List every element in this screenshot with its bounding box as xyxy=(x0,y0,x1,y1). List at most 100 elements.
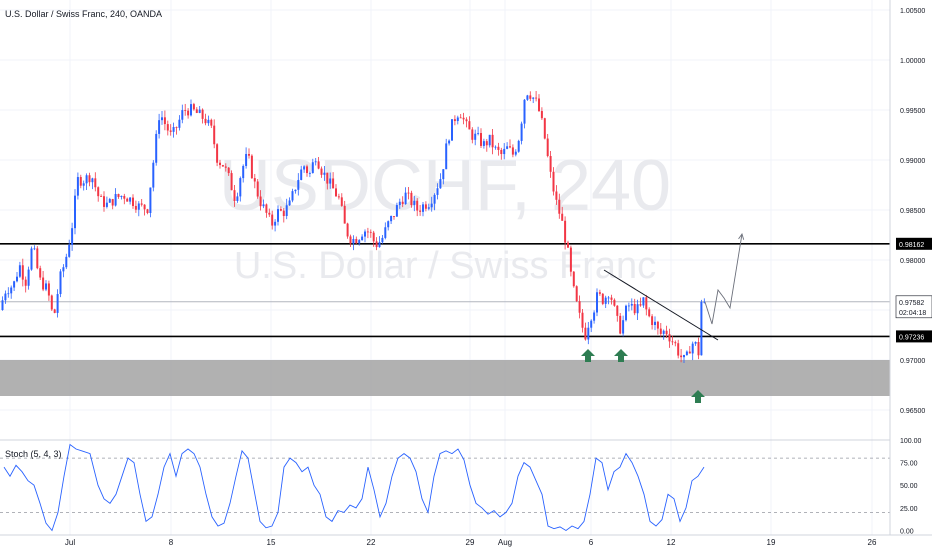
candle-body xyxy=(656,321,659,329)
candle-body xyxy=(448,140,451,144)
candle-body xyxy=(482,141,485,146)
candle-body xyxy=(488,134,491,146)
candle-body xyxy=(697,342,700,356)
candle-body xyxy=(300,169,303,180)
candle-body xyxy=(465,119,468,122)
candle-body xyxy=(453,119,456,122)
candle-body xyxy=(381,237,384,243)
candle-body xyxy=(198,109,201,113)
time-axis-label: 29 xyxy=(466,538,475,547)
candle-body xyxy=(416,200,419,211)
candle-body xyxy=(271,214,274,226)
candle-body xyxy=(39,268,42,278)
candle-body xyxy=(546,138,549,157)
candle-body xyxy=(105,202,108,207)
candle-body xyxy=(184,110,187,111)
time-axis-label: 6 xyxy=(589,538,594,547)
last-price-tag xyxy=(895,295,932,319)
candle-body xyxy=(578,301,581,313)
candle-body xyxy=(221,165,224,167)
candle-body xyxy=(94,178,97,188)
candle-body xyxy=(601,293,604,304)
watermark-symbol: USDCHF, 240 xyxy=(219,146,671,226)
candle-body xyxy=(598,292,601,294)
candle-body xyxy=(680,355,683,358)
candle-body xyxy=(390,215,393,222)
candle-body xyxy=(97,187,100,197)
price-axis-label: 0.98000 xyxy=(900,258,925,265)
candle-body xyxy=(494,146,497,148)
candle-body xyxy=(224,166,227,168)
candle-body xyxy=(419,210,422,212)
candle-body xyxy=(340,197,343,206)
candle-body xyxy=(569,247,572,272)
candle-body xyxy=(335,188,337,197)
candle-body xyxy=(358,240,361,244)
candle-body xyxy=(219,162,221,166)
candle-body xyxy=(230,173,233,191)
candle-body xyxy=(65,256,68,268)
projection-path xyxy=(704,233,743,325)
candle-body xyxy=(567,242,569,248)
candle-body xyxy=(581,312,584,328)
candle-body xyxy=(584,327,587,340)
price-axis-label: 0.99500 xyxy=(900,108,925,115)
countdown-label: 02:04:18 xyxy=(899,310,926,317)
candle-body xyxy=(514,151,517,155)
candle-body xyxy=(433,194,436,204)
candle-body xyxy=(161,117,163,121)
candle-body xyxy=(398,201,401,206)
candle-body xyxy=(691,343,694,354)
candle-body xyxy=(564,220,567,243)
candle-body xyxy=(123,195,126,199)
candle-body xyxy=(33,248,36,250)
candle-body xyxy=(239,178,242,197)
watermark-description: U.S. Dollar / Swiss Franc xyxy=(234,245,656,287)
candle-body xyxy=(645,297,648,310)
candle-body xyxy=(169,130,172,132)
candle-body xyxy=(665,330,668,335)
candle-body xyxy=(140,203,143,205)
candle-body xyxy=(45,283,47,290)
price-axis-label: 1.00000 xyxy=(900,58,925,65)
price-axis-label: 0.98500 xyxy=(900,208,925,215)
candle-body xyxy=(700,301,703,356)
candle-body xyxy=(427,207,430,209)
candle-body xyxy=(468,121,471,130)
candle-body xyxy=(74,195,76,229)
candle-body xyxy=(323,172,326,175)
candle-body xyxy=(4,293,7,301)
time-axis-label: Aug xyxy=(498,538,512,547)
candle-body xyxy=(166,124,169,131)
candle-body xyxy=(172,127,175,132)
candle-body xyxy=(213,125,216,145)
candle-body xyxy=(100,196,103,197)
candle-body xyxy=(511,147,514,155)
time-axis-label: 12 xyxy=(667,538,676,547)
candle-body xyxy=(146,209,149,213)
candle-body xyxy=(648,309,651,317)
candle-body xyxy=(526,95,529,100)
candle-body xyxy=(364,231,366,237)
candle-body xyxy=(424,204,427,209)
time-axis-label: 8 xyxy=(169,538,174,547)
candle-body xyxy=(346,223,349,237)
candle-body xyxy=(16,276,18,282)
candle-body xyxy=(378,242,381,248)
chart-title: U.S. Dollar / Swiss Franc, 240, OANDA xyxy=(5,9,162,19)
candle-body xyxy=(129,197,132,202)
candle-body xyxy=(659,328,662,334)
candle-body xyxy=(674,342,677,344)
candle-body xyxy=(62,267,65,272)
candle-body xyxy=(207,119,210,124)
price-axis-label: 0.99000 xyxy=(900,158,925,165)
level-price-tag xyxy=(896,237,932,250)
stoch-line xyxy=(3,443,705,532)
last-price-label: 0.97582 xyxy=(899,300,924,307)
candle-body xyxy=(366,231,369,233)
candle-body xyxy=(13,281,16,288)
candle-body xyxy=(549,156,552,172)
candle-body xyxy=(297,179,300,190)
candle-body xyxy=(88,175,91,183)
candle-body xyxy=(53,309,56,313)
